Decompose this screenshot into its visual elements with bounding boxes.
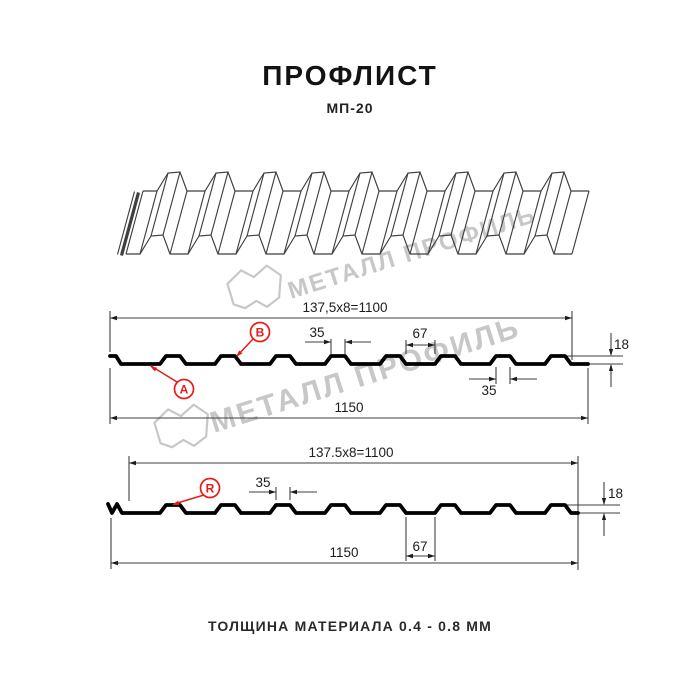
dim-label-height: 18	[608, 486, 623, 501]
dim-rib-bottom: 67	[405, 326, 436, 354]
dim-overall-width: 1150	[110, 518, 578, 569]
marker-b: B	[236, 321, 271, 357]
dim-height: 18	[566, 482, 623, 536]
dim-label-rib-bottom: 67	[412, 539, 427, 554]
marker-a-label: A	[180, 383, 189, 397]
dim-rib-bottom: 67	[405, 517, 436, 561]
dim-rib-top: 35	[305, 325, 371, 354]
dim-working-width: 137,5x8=1100	[109, 300, 573, 360]
profile-top-cross-section	[108, 354, 590, 366]
thickness-note: ТОЛЩИНА МАТЕРИАЛА 0.4 - 0.8 ММ	[207, 618, 493, 634]
watermark-profile: МЕТАЛЛ ПРОФИЛЬ	[153, 311, 524, 449]
marker-r: R	[172, 477, 221, 505]
sheet-3d-view	[116, 171, 590, 256]
dim-working-width: 137.5x8=1100	[128, 445, 579, 570]
page-title: ПРОФЛИСТ	[262, 60, 438, 91]
marker-b-label: B	[256, 326, 265, 340]
dim-label-rib-top-right: 35	[481, 383, 496, 398]
dim-rib-top: 35	[249, 475, 317, 500]
brand-logo-icon	[226, 264, 282, 310]
dim-label-working-width: 137.5x8=1100	[309, 445, 394, 460]
dim-label-overall-width: 1150	[329, 545, 358, 560]
marker-a: A	[150, 365, 195, 400]
product-code: МП-20	[326, 100, 374, 116]
dim-label-working-width: 137,5x8=1100	[303, 300, 388, 315]
brand-logo-icon	[153, 403, 209, 449]
profile-bottom-cross-section	[106, 502, 580, 515]
dim-rib-top-right: 35	[469, 367, 537, 398]
dim-label-rib-bottom: 67	[412, 326, 427, 341]
brand-watermark-text: МЕТАЛЛ ПРОФИЛЬ	[285, 201, 540, 305]
dim-label-overall-width: 1150	[334, 400, 363, 415]
dim-label-rib-top: 35	[309, 325, 324, 340]
profile-bottom-drawing: 137.5x8=1100 35 18	[106, 445, 623, 570]
dim-label-height: 18	[614, 337, 629, 352]
dim-overall-width: 1150	[109, 368, 589, 424]
marker-r-label: R	[206, 482, 215, 496]
dim-height: 18	[566, 333, 629, 387]
profile-top-drawing: 137,5x8=1100 35 67	[108, 300, 629, 424]
dim-label-rib-top: 35	[255, 475, 270, 490]
